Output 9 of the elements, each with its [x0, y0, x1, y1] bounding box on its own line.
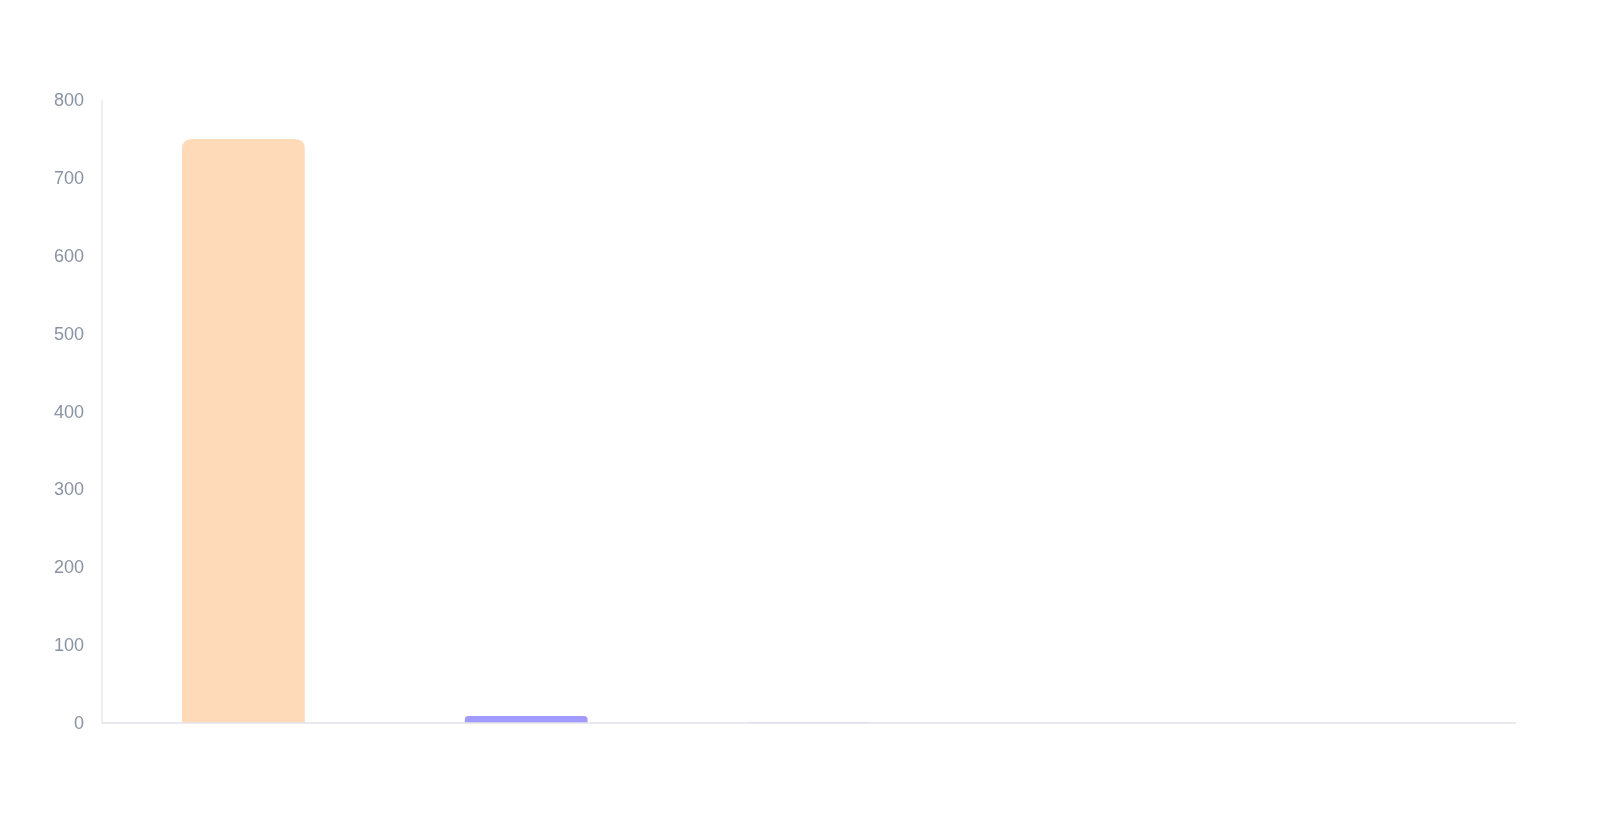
y-tick-label: 500 — [53, 323, 84, 344]
y-tick-label: 700 — [53, 167, 84, 188]
y-tick-label: 0 — [73, 713, 84, 733]
y-tick-label: 100 — [53, 635, 84, 656]
y-tick-label: 200 — [53, 557, 84, 578]
y-tick-label: 300 — [53, 479, 84, 500]
y-tick-label: 600 — [53, 245, 84, 266]
y-tick-label: 800 — [53, 90, 84, 110]
y-tick-label: 400 — [53, 401, 84, 422]
